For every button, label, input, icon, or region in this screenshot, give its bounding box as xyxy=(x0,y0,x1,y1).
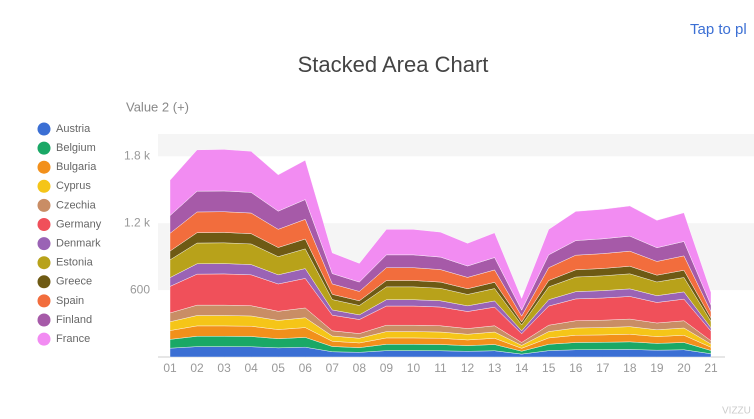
legend-marker xyxy=(37,237,51,251)
x-tick-label: 16 xyxy=(569,361,583,375)
x-tick-label: 01 xyxy=(163,361,177,375)
legend-marker xyxy=(37,332,51,346)
x-tick-label: 15 xyxy=(542,361,556,375)
y-tick-label: 1.8 k xyxy=(124,148,151,162)
legend-label: Finland xyxy=(56,314,92,326)
legend-label: Austria xyxy=(56,123,91,135)
tap-to-play[interactable]: Tap to pl xyxy=(690,21,747,38)
x-tick-label: 14 xyxy=(515,361,529,375)
legend-label: Cyprus xyxy=(56,180,91,192)
x-tick-label: 03 xyxy=(217,361,231,375)
y-axis-label: Value 2 (+) xyxy=(126,99,189,114)
legend-marker xyxy=(37,294,51,308)
chart-title: Stacked Area Chart xyxy=(298,52,489,77)
x-tick-label: 20 xyxy=(677,361,691,375)
grid-band xyxy=(158,134,754,157)
y-tick-label: 600 xyxy=(130,282,150,296)
x-tick-label: 04 xyxy=(244,361,258,375)
legend-marker xyxy=(37,160,51,174)
legend-marker xyxy=(37,141,51,155)
legend-label: Czechia xyxy=(56,199,97,211)
x-tick-label: 07 xyxy=(326,361,340,375)
legend-label: Belgium xyxy=(56,142,96,154)
x-tick-label: 21 xyxy=(704,361,718,375)
legend-marker xyxy=(37,256,51,270)
x-tick-label: 02 xyxy=(190,361,204,375)
legend-marker xyxy=(37,313,51,327)
legend-marker xyxy=(37,198,51,212)
watermark: VIZZU xyxy=(722,406,751,417)
x-tick-label: 05 xyxy=(272,361,286,375)
x-tick-label: 09 xyxy=(380,361,394,375)
x-tick-label: 19 xyxy=(650,361,664,375)
x-tick-label: 11 xyxy=(434,361,447,375)
legend-marker xyxy=(37,275,51,289)
x-tick-label: 12 xyxy=(461,361,475,375)
x-tick-label: 10 xyxy=(407,361,421,375)
legend-label: Bulgaria xyxy=(56,161,97,173)
x-tick-label: 08 xyxy=(353,361,367,375)
legend-marker xyxy=(37,122,51,136)
x-tick-label: 13 xyxy=(488,361,502,375)
legend-marker xyxy=(37,218,51,231)
area xyxy=(169,149,712,311)
legend-label: Denmark xyxy=(56,238,101,250)
x-tick-label: 18 xyxy=(623,361,637,375)
legend-label: Spain xyxy=(56,295,84,307)
legend-marker xyxy=(37,179,51,193)
x-tick-label: 17 xyxy=(596,361,610,375)
legend-label: France xyxy=(56,333,90,345)
legend-label: Germany xyxy=(56,218,102,230)
x-tick-label: 06 xyxy=(299,361,313,375)
legend-label: Estonia xyxy=(56,257,94,269)
y-tick-label: 1.2 k xyxy=(124,215,151,229)
legend-label: Greece xyxy=(56,276,92,288)
